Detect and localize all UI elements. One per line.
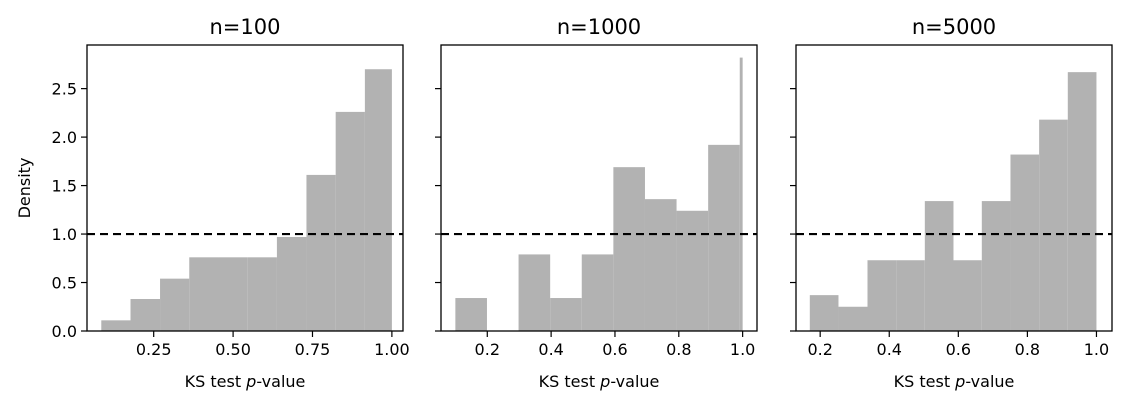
- y-tick-label: 1.5: [52, 177, 77, 196]
- x-tick-label: 0.75: [295, 340, 331, 359]
- x-tick-label: 0.6: [946, 340, 971, 359]
- x-tick-label: 0.8: [1015, 340, 1040, 359]
- histogram-bar: [1039, 119, 1068, 331]
- histogram-bar: [160, 278, 190, 331]
- x-tick-label: 0.8: [666, 340, 691, 359]
- y-axis-label: Density: [15, 158, 34, 219]
- x-tick-label: 0.50: [215, 340, 251, 359]
- histogram-bar: [924, 201, 954, 331]
- histogram-bar: [981, 201, 1011, 331]
- panel-title: n=1000: [557, 15, 641, 39]
- y-tick-label: 1.0: [52, 225, 77, 244]
- x-tick-label: 1.0: [730, 340, 755, 359]
- histogram-bar: [708, 144, 740, 331]
- histogram-bar: [644, 199, 677, 331]
- histogram-bar: [581, 254, 614, 331]
- histogram-bar: [613, 167, 645, 331]
- histogram-bar: [953, 260, 982, 331]
- panel-1: 0.0 0.5 1.0 1.5 2.0 2.5 0.25 0.50 0.75 1.00 n=100 K…: [15, 15, 410, 391]
- histogram-bar: [867, 260, 897, 331]
- y-tick-label: 2.0: [52, 128, 77, 147]
- x-tick-label: 0.4: [538, 340, 563, 359]
- x-tick-label: 1.0: [1084, 340, 1109, 359]
- histogram-bar: [364, 69, 392, 331]
- histogram-bar: [809, 295, 839, 331]
- axes-frame: [86, 44, 404, 332]
- x-tick-label: 1.00: [374, 340, 410, 359]
- histogram-bar: [1067, 72, 1097, 332]
- histogram-bar: [306, 174, 336, 331]
- x-axis-label: KS test p-value: [539, 372, 660, 391]
- panel-title: n=5000: [912, 15, 996, 39]
- histogram-bar: [218, 257, 248, 331]
- histogram-bar: [247, 257, 277, 331]
- histogram-bar: [101, 320, 131, 331]
- axes-frame: [440, 44, 758, 332]
- axes-frame: [795, 44, 1113, 332]
- histogram-bar: [739, 57, 743, 331]
- x-tick-label: 0.25: [136, 340, 172, 359]
- x-axis-label: KS test p-value: [894, 372, 1015, 391]
- histogram-bar: [838, 306, 868, 331]
- x-tick-label: 0.2: [807, 340, 832, 359]
- x-tick-label: 0.6: [602, 340, 627, 359]
- histogram-bar: [896, 260, 925, 331]
- x-axis-label: KS test p-value: [185, 372, 306, 391]
- panel-3: 0.2 0.4 0.6 0.8 1.0 n=5000 KS test p-value: [790, 15, 1113, 391]
- histogram-bar: [1010, 154, 1040, 331]
- histogram-bar: [130, 299, 161, 331]
- y-tick-label: 0.0: [52, 322, 77, 341]
- x-tick-label: 0.2: [475, 340, 500, 359]
- histogram-bar: [189, 257, 219, 331]
- histogram-bar: [335, 111, 365, 331]
- panel-2: 0.2 0.4 0.6 0.8 1.0 n=1000 KS test p-value: [435, 15, 758, 391]
- y-tick-label: 0.5: [52, 274, 77, 293]
- histogram-bar: [550, 298, 582, 331]
- histogram-bar: [455, 298, 487, 331]
- histogram-bar: [518, 254, 551, 331]
- y-tick-label: 2.5: [52, 80, 77, 99]
- histogram-bar: [276, 236, 307, 331]
- x-tick-label: 0.4: [877, 340, 902, 359]
- histogram-bar: [676, 210, 709, 331]
- panel-title: n=100: [210, 15, 281, 39]
